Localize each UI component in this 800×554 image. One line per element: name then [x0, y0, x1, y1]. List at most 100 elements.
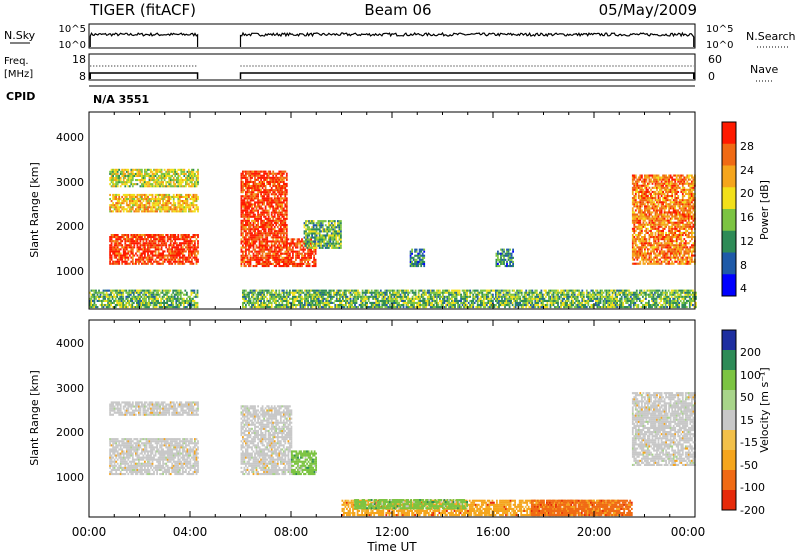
- power-pixel: [240, 260, 243, 263]
- power-pixel: [116, 242, 119, 245]
- power-pixel: [266, 199, 269, 202]
- power-pixel: [311, 228, 313, 231]
- power-pixel: [139, 193, 142, 196]
- power-pixel: [276, 260, 279, 263]
- power-pixel: [136, 244, 139, 247]
- power-pixel: [145, 262, 148, 265]
- power-pixel: [171, 252, 174, 255]
- power-pixel: [116, 177, 119, 180]
- power-pixel: [678, 217, 681, 220]
- power-pixel: [245, 197, 247, 200]
- power-pixel: [127, 262, 130, 265]
- power-pixel: [181, 181, 184, 184]
- power-pixel: [178, 183, 181, 186]
- power-pixel: [509, 248, 511, 251]
- power-pixel: [141, 202, 143, 205]
- power-pixel: [89, 297, 91, 300]
- power-pixel: [687, 225, 690, 228]
- power-pixel: [674, 227, 677, 230]
- power-pixel: [420, 265, 423, 268]
- power-pixel: [656, 246, 658, 249]
- power-pixel: [134, 291, 137, 294]
- power-pixel: [644, 234, 646, 237]
- power-pixel: [183, 208, 186, 211]
- power-pixel: [657, 199, 660, 202]
- power-pixel: [139, 195, 142, 198]
- power-pixel: [157, 250, 160, 253]
- power-pixel: [644, 219, 646, 222]
- power-pixel: [692, 260, 695, 263]
- power-pixel: [118, 238, 121, 241]
- power-pixel: [308, 238, 310, 241]
- power-pixel: [674, 178, 677, 181]
- power-pixel: [281, 209, 284, 212]
- power-pixel: [665, 182, 667, 185]
- power-pixel: [115, 198, 118, 201]
- power-pixel: [110, 185, 113, 188]
- power-pixel: [278, 170, 281, 173]
- power-pixel: [242, 205, 244, 208]
- power-pixel: [665, 199, 667, 202]
- power-pixel: [689, 182, 692, 185]
- power-pixel: [666, 217, 669, 220]
- power-pixel: [142, 181, 145, 184]
- power-pixel: [644, 195, 646, 198]
- power-pixel: [675, 192, 678, 195]
- power-pixel: [639, 197, 642, 200]
- power-pixel: [263, 172, 265, 175]
- power-pixel: [93, 297, 96, 300]
- power-pixel: [642, 262, 645, 265]
- power-pixel: [113, 242, 116, 245]
- power-pixel: [159, 185, 161, 188]
- power-pixel: [675, 229, 678, 232]
- power-pixel: [128, 208, 131, 211]
- power-pixel: [683, 252, 686, 255]
- power-pixel: [260, 195, 262, 198]
- power-pixel: [275, 187, 278, 190]
- power-pixel: [674, 254, 677, 257]
- power-pixel: [674, 197, 677, 200]
- power-pixel: [495, 262, 498, 265]
- power-pixel: [192, 202, 195, 205]
- power-pixel: [177, 250, 180, 253]
- power-pixel: [683, 238, 686, 241]
- power-pixel: [645, 174, 648, 177]
- power-pixel: [680, 231, 683, 234]
- power-pixel: [160, 254, 163, 257]
- power-pixel: [242, 185, 244, 188]
- power-pixel: [144, 256, 146, 259]
- power-pixel: [665, 186, 667, 189]
- power-pixel: [510, 260, 513, 263]
- power-pixel: [503, 248, 505, 251]
- power-pixel: [257, 234, 259, 237]
- power-pixel: [315, 234, 318, 237]
- power-pixel: [117, 301, 120, 304]
- power-pixel: [115, 250, 118, 253]
- power-pixel: [662, 234, 664, 237]
- power-pixel: [678, 262, 681, 265]
- power-pixel: [188, 174, 190, 177]
- power-pixel: [663, 209, 666, 212]
- power-pixel: [266, 219, 269, 222]
- power-pixel: [672, 203, 675, 206]
- power-pixel: [124, 198, 127, 201]
- power-pixel: [151, 256, 154, 259]
- power-pixel: [258, 252, 261, 255]
- power-pixel: [130, 198, 133, 201]
- power-pixel: [645, 242, 648, 245]
- power-pixel: [95, 289, 97, 292]
- power-pixel: [680, 176, 683, 179]
- power-pixel: [162, 236, 164, 239]
- power-pixel: [330, 220, 333, 223]
- power-pixel: [242, 176, 244, 179]
- power-pixel: [677, 184, 680, 187]
- power-pixel: [660, 246, 663, 249]
- power-pixel: [248, 244, 250, 247]
- power-pixel: [313, 260, 315, 263]
- power-pixel: [258, 176, 261, 179]
- power-pixel: [264, 207, 267, 210]
- power-pixel: [252, 234, 255, 237]
- power-pixel: [678, 246, 681, 249]
- power-pixel: [258, 236, 261, 239]
- power-pixel: [656, 176, 658, 179]
